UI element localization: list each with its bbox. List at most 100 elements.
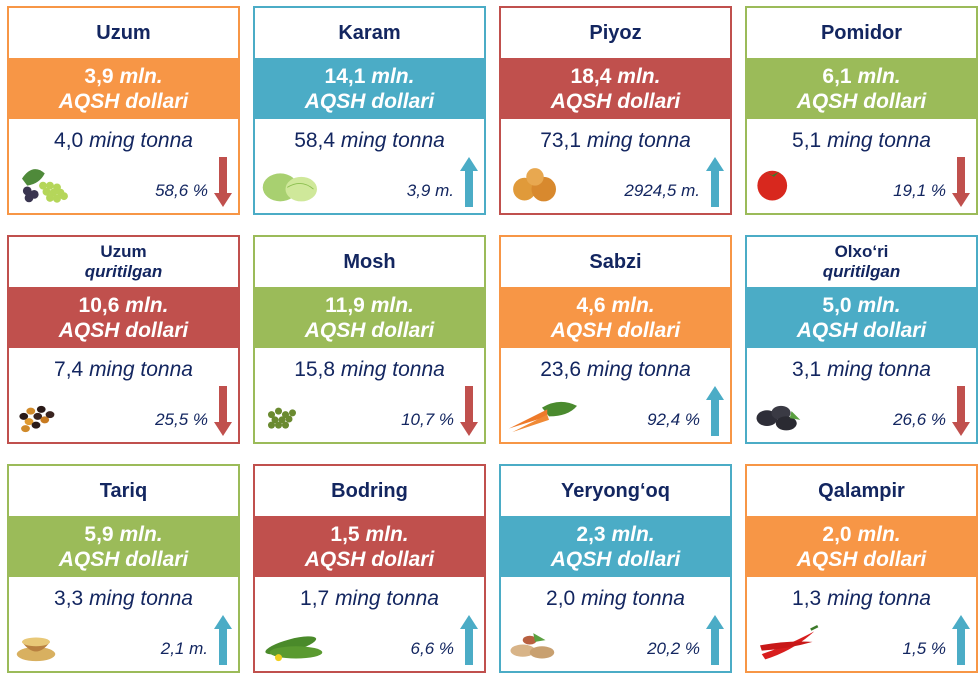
currency-label: AQSH dollari [58,89,189,113]
export-value: 6,1 [822,64,852,88]
currency-label: AQSH dollari [58,547,189,571]
quantity-value: 3,3 [54,587,84,610]
cucumber-icon [265,636,323,662]
export-quantity: 23,6 ming tonna [501,358,730,382]
product-title: Yeryong‘oq [501,466,730,516]
export-value: 5,0 [822,293,852,317]
peanut-icon [510,633,555,659]
carrot-icon [508,401,577,433]
tomato-icon [757,170,788,201]
quantity-value: 2,0 [546,587,576,610]
quantity-value: 15,8 [294,358,336,381]
arrow-up-icon [706,615,724,665]
product-title: Olxo‘ri quritilgan [747,237,976,287]
export-unit: mln. [857,522,901,546]
product-title: Bodring [255,466,484,516]
export-value: 10,6 [78,293,120,317]
export-quantity: 4,0 ming tonna [9,129,238,153]
export-unit: mln. [370,293,414,317]
quantity-value: 7,4 [54,358,84,381]
export-unit: mln. [365,522,409,546]
change-value: 2,1 m. [160,639,208,658]
currency-label: AQSH dollari [796,89,927,113]
product-name: Uzum [100,242,147,261]
product-card: Uzum quritilgan 10,6 mln. AQSH dollari 7… [7,235,240,444]
arrow-up-icon [214,615,232,665]
product-title: Tariq [9,466,238,516]
change-value: 58,6 % [155,181,208,200]
quantity-unit: ming tonna [827,129,931,152]
export-value-band: 14,1 mln. AQSH dollari [255,58,484,119]
export-value-band: 18,4 mln. AQSH dollari [501,58,730,119]
arrow-up-icon [706,386,724,436]
export-unit: mln. [857,64,901,88]
export-quantity: 15,8 ming tonna [255,358,484,382]
export-value: 2,0 [822,522,852,546]
change-value: 6,6 % [410,639,454,658]
product-title: Pomidor [747,8,976,58]
quantity-unit: ming tonna [89,129,193,152]
export-value-band: 10,6 mln. AQSH dollari [9,287,238,348]
export-value: 18,4 [570,64,612,88]
change-value: 25,5 % [155,410,208,429]
quantity-value: 1,3 [792,587,822,610]
export-quantity: 3,1 ming tonna [747,358,976,382]
product-name: Piyoz [589,21,642,44]
export-quantity: 7,4 ming tonna [9,358,238,382]
product-card: Bodring 1,5 mln. AQSH dollari 1,7 ming t… [253,464,486,673]
quantity-unit: ming tonna [581,587,685,610]
currency-label: AQSH dollari [550,547,681,571]
quantity-value: 3,1 [792,358,822,381]
export-value-band: 5,9 mln. AQSH dollari [9,516,238,577]
export-value-band: 4,6 mln. AQSH dollari [501,287,730,348]
product-title: Qalampir [747,466,976,516]
currency-label: AQSH dollari [550,318,681,342]
export-quantity: 2,0 ming tonna [501,587,730,611]
quantity-unit: ming tonna [89,587,193,610]
quantity-value: 58,4 [294,129,336,152]
quantity-value: 23,6 [540,358,582,381]
quantity-unit: ming tonna [586,358,691,381]
export-value: 3,9 [84,64,114,88]
onion-icon [513,168,556,202]
quantity-unit: ming tonna [827,587,931,610]
quantity-unit: ming tonna [827,358,931,381]
product-title: Karam [255,8,484,58]
quantity-unit: ming tonna [335,587,439,610]
product-name: Uzum [96,21,151,44]
currency-label: AQSH dollari [304,318,435,342]
export-unit: mln. [119,64,163,88]
quantity-value: 73,1 [540,129,582,152]
change-value: 26,6 % [893,410,946,429]
export-unit: mln. [611,522,655,546]
product-card: Pomidor 6,1 mln. AQSH dollari 5,1 ming t… [745,6,978,215]
quantity-value: 4,0 [54,129,84,152]
quantity-value: 5,1 [792,129,822,152]
product-name: Pomidor [820,21,903,44]
product-card: Uzum 3,9 mln. AQSH dollari 4,0 ming tonn… [7,6,240,215]
product-name: Karam [338,21,401,44]
product-name: Mosh [343,250,396,273]
arrow-down-icon [952,157,970,207]
product-card: Qalampir 2,0 mln. AQSH dollari 1,3 ming … [745,464,978,673]
export-value: 4,6 [576,293,606,317]
export-value: 11,9 [325,293,365,317]
arrow-down-icon [214,157,232,207]
currency-label: AQSH dollari [58,318,189,342]
export-value: 5,9 [84,522,114,546]
quantity-unit: ming tonna [340,358,445,381]
currency-label: AQSH dollari [304,89,435,113]
change-value: 19,1 % [893,181,946,200]
export-value-band: 6,1 mln. AQSH dollari [747,58,976,119]
export-value-band: 3,9 mln. AQSH dollari [9,58,238,119]
export-unit: mln. [611,293,655,317]
product-card: Piyoz 18,4 mln. AQSH dollari 73,1 ming t… [499,6,732,215]
export-value: 1,5 [330,522,360,546]
product-name: Bodring [331,479,408,502]
export-quantity: 5,1 ming tonna [747,129,976,153]
product-card: Karam 14,1 mln. AQSH dollari 58,4 ming t… [253,6,486,215]
product-title: Piyoz [501,8,730,58]
export-quantity: 3,3 ming tonna [9,587,238,611]
export-unit: mln. [371,64,415,88]
arrow-up-icon [460,157,478,207]
